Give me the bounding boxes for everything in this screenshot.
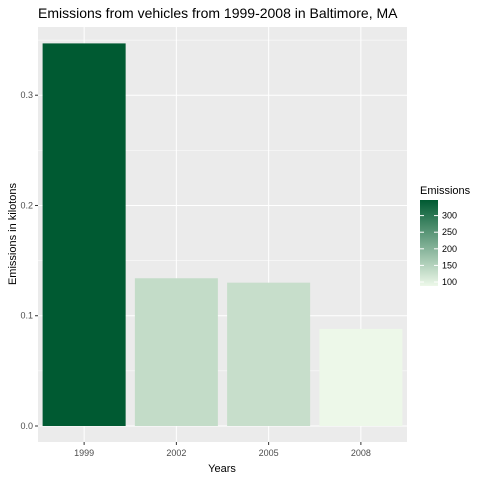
legend-tick-label: 250 bbox=[442, 227, 457, 237]
x-axis: 1999 2002 2005 2008 bbox=[74, 442, 371, 458]
y-tick-label: 0.2 bbox=[20, 200, 33, 210]
x-tick-label: 2005 bbox=[259, 448, 279, 458]
y-axis-title: Emissions in kilotons bbox=[7, 182, 19, 285]
y-tick-label: 0.0 bbox=[20, 421, 33, 431]
legend-ticks: 100 150 200 250 300 bbox=[420, 211, 457, 287]
legend-title: Emissions bbox=[420, 185, 471, 197]
legend-tick-label: 300 bbox=[442, 211, 457, 221]
x-axis-title: Years bbox=[208, 463, 236, 475]
legend-colorbar bbox=[420, 200, 438, 286]
x-tick-label: 1999 bbox=[74, 448, 94, 458]
bar bbox=[42, 43, 126, 427]
x-tick-label: 2008 bbox=[351, 448, 371, 458]
y-tick-label: 0.3 bbox=[20, 90, 33, 100]
bar bbox=[319, 328, 403, 426]
legend-tick-label: 150 bbox=[442, 260, 457, 270]
legend: Emissions 100 150 200 250 300 bbox=[420, 185, 471, 287]
y-axis: 0.0 0.1 0.2 0.3 bbox=[20, 90, 38, 431]
bars bbox=[42, 43, 403, 427]
bar bbox=[227, 282, 311, 426]
legend-tick-label: 200 bbox=[442, 244, 457, 254]
x-tick-label: 2002 bbox=[166, 448, 186, 458]
bar bbox=[134, 278, 218, 426]
y-tick-label: 0.1 bbox=[20, 311, 33, 321]
chart-title: Emissions from vehicles from 1999-2008 i… bbox=[38, 5, 398, 21]
legend-tick-label: 100 bbox=[442, 277, 457, 287]
